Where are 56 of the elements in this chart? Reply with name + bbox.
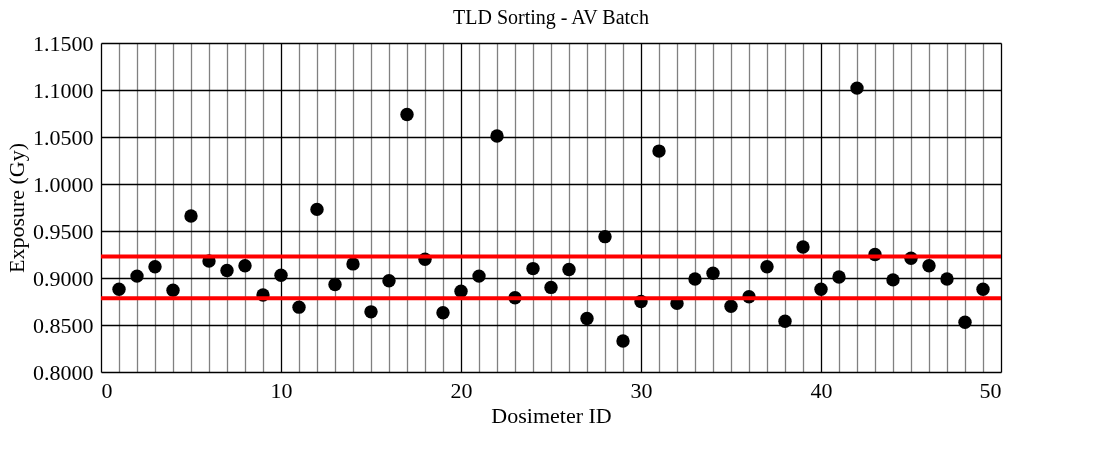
x-tick-label: 40	[810, 377, 833, 403]
point	[274, 268, 288, 282]
y-tick-label: 0.9500	[33, 218, 94, 244]
point	[310, 202, 324, 217]
point	[382, 274, 396, 288]
point	[562, 262, 576, 277]
point	[166, 283, 180, 297]
point	[346, 257, 360, 271]
x-axis-title: Dosimeter ID	[491, 402, 612, 428]
chart-title: TLD Sorting - AV Batch	[453, 6, 649, 29]
x-tick-label: 20	[450, 377, 473, 403]
point	[526, 261, 540, 276]
point	[130, 269, 144, 283]
y-tick-label: 1.1000	[33, 77, 94, 103]
point	[886, 273, 900, 287]
point	[976, 282, 990, 296]
point	[940, 272, 954, 286]
point	[400, 107, 414, 122]
y-tick-label: 0.9000	[33, 265, 94, 291]
point	[796, 240, 810, 254]
y-tick-label: 1.1500	[33, 30, 94, 56]
point	[598, 229, 612, 244]
point	[580, 311, 594, 326]
point	[724, 299, 738, 313]
x-tick-label: 50	[979, 377, 1002, 403]
point	[472, 269, 486, 283]
point	[292, 300, 306, 314]
point	[688, 272, 702, 286]
point	[958, 315, 972, 329]
point	[328, 277, 342, 292]
point	[850, 81, 864, 95]
y-axis-title: Exposure (Gy)	[4, 142, 29, 274]
point	[760, 260, 774, 274]
point	[616, 334, 630, 348]
point	[436, 306, 450, 320]
y-tick-label: 0.8500	[33, 312, 94, 338]
point	[922, 259, 936, 273]
point	[814, 282, 828, 296]
x-tick-label: 0	[101, 377, 113, 403]
point	[220, 263, 234, 278]
point	[490, 129, 504, 143]
point	[778, 314, 792, 328]
x-tick-label: 10	[270, 377, 293, 403]
y-tick-label: 1.0000	[33, 171, 94, 197]
point	[184, 209, 198, 223]
point	[652, 144, 666, 158]
x-tick-label: 30	[630, 377, 653, 403]
point	[148, 260, 162, 274]
point	[112, 282, 126, 296]
y-tick-label: 1.0500	[33, 124, 94, 150]
point	[238, 259, 252, 273]
point	[544, 280, 558, 295]
y-tick-label: 0.8000	[33, 359, 94, 385]
point	[706, 266, 720, 280]
point	[832, 270, 846, 284]
point	[364, 305, 378, 319]
